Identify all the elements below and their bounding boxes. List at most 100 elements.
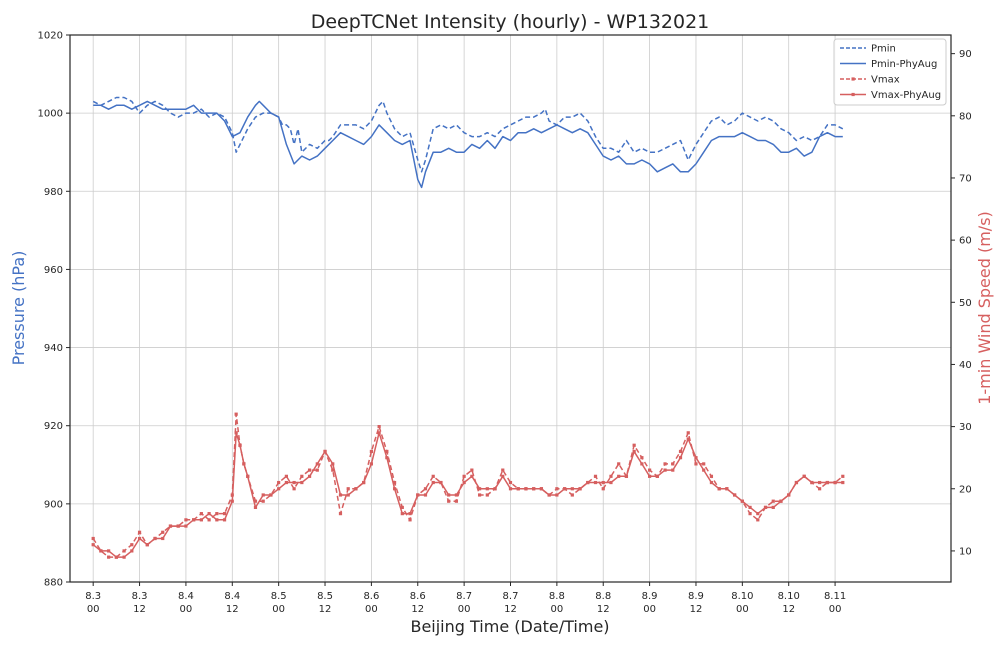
data-point — [423, 493, 428, 497]
data-point — [161, 536, 165, 541]
x-tick-label-date: 8.10 — [778, 591, 800, 602]
data-point — [253, 505, 258, 510]
data-point — [369, 449, 373, 454]
chart-title: DeepTCNet Intensity (hourly) - WP132021 — [311, 11, 710, 33]
data-point — [532, 487, 536, 491]
data-point — [678, 449, 683, 454]
data-point — [199, 518, 203, 522]
data-point — [168, 524, 173, 528]
data-point — [748, 512, 752, 516]
data-point — [787, 493, 791, 497]
data-point — [207, 518, 211, 522]
data-point — [215, 512, 219, 516]
legend-item: Vmax-PhyAug — [840, 90, 941, 101]
data-point — [756, 518, 760, 522]
x-tick-label-time: 12 — [411, 604, 424, 615]
x-tick-label-time: 12 — [690, 604, 703, 615]
data-point — [377, 431, 381, 435]
data-point — [508, 487, 513, 491]
data-point — [423, 487, 428, 491]
series-line — [92, 432, 843, 558]
data-point — [338, 512, 343, 516]
right-tick-label: 30 — [959, 422, 972, 433]
left-tick-label: 920 — [44, 421, 63, 432]
legend-items: Pmin Pmin-PhyAug Vmax Vmax-PhyAug — [840, 44, 941, 101]
x-axis-label: Beijing Time (Date/Time) — [410, 617, 609, 636]
data-point — [130, 549, 134, 553]
data-point — [300, 480, 304, 485]
data-point — [663, 462, 667, 466]
data-point — [640, 462, 644, 466]
data-point — [709, 474, 714, 478]
x-tick-label-time: 00 — [87, 604, 100, 615]
data-point — [593, 474, 598, 478]
data-point — [238, 443, 242, 447]
data-point — [153, 536, 157, 541]
data-point — [99, 549, 103, 553]
data-point — [242, 462, 246, 466]
data-point — [501, 468, 505, 472]
data-point — [632, 449, 636, 454]
data-point — [114, 555, 118, 559]
x-tick-label-date: 8.6 — [363, 591, 379, 602]
data-point — [539, 487, 544, 491]
right-tick-label: 70 — [959, 173, 972, 184]
x-tick-label-date: 8.3 — [132, 591, 148, 602]
right-tick-label: 60 — [959, 236, 972, 247]
left-tick-label: 1000 — [38, 109, 63, 120]
left-tick-label: 940 — [44, 343, 63, 354]
data-point — [508, 480, 513, 485]
x-tick-label-date: 8.5 — [271, 591, 287, 602]
data-point — [818, 480, 822, 485]
series-vmax-phyaug — [91, 431, 845, 559]
x-tick-label-time: 00 — [458, 604, 471, 615]
data-point — [246, 474, 250, 478]
data-point — [331, 468, 335, 472]
data-point — [377, 425, 381, 429]
data-point — [184, 518, 188, 522]
data-point — [431, 474, 435, 478]
data-point — [763, 505, 768, 510]
data-point — [802, 474, 806, 478]
data-point — [771, 499, 775, 503]
x-tick-label-time: 00 — [180, 604, 193, 615]
data-point — [234, 431, 238, 435]
data-point — [624, 474, 629, 478]
right-tick-label: 90 — [959, 49, 972, 60]
x-tick-label-time: 00 — [272, 604, 285, 615]
right-tick-label: 20 — [959, 484, 972, 495]
data-point — [331, 462, 335, 466]
data-point — [346, 493, 350, 497]
data-point — [694, 456, 698, 460]
data-point — [199, 512, 203, 516]
x-tick-label-time: 00 — [551, 604, 564, 615]
right-tick-label: 50 — [959, 298, 972, 309]
legend-item: Pmin — [840, 44, 896, 55]
data-point — [91, 536, 95, 541]
x-tick-label-date: 8.9 — [642, 591, 658, 602]
data-point — [470, 474, 474, 478]
x-tick-label-date: 8.10 — [731, 591, 753, 602]
data-point — [678, 456, 683, 460]
data-point — [601, 487, 605, 491]
data-point — [648, 468, 652, 472]
data-point — [338, 493, 343, 497]
data-point — [362, 480, 366, 485]
right-axis-label: 1-min Wind Speed (m/s) — [975, 211, 994, 405]
data-point — [671, 462, 675, 466]
data-point — [501, 474, 505, 478]
legend-label: Pmin-PhyAug — [871, 59, 937, 70]
data-point — [617, 462, 621, 466]
data-point — [686, 437, 690, 441]
left-axis-label: Pressure (hPa) — [9, 251, 28, 366]
data-point — [130, 543, 134, 547]
data-point — [702, 468, 706, 472]
left-tick-label: 980 — [44, 187, 63, 198]
right-tick-label: 10 — [959, 546, 972, 557]
legend-marker — [851, 92, 855, 97]
data-point — [833, 480, 837, 485]
data-point — [192, 518, 196, 522]
legend-label: Vmax — [871, 75, 900, 86]
data-point — [385, 456, 389, 460]
